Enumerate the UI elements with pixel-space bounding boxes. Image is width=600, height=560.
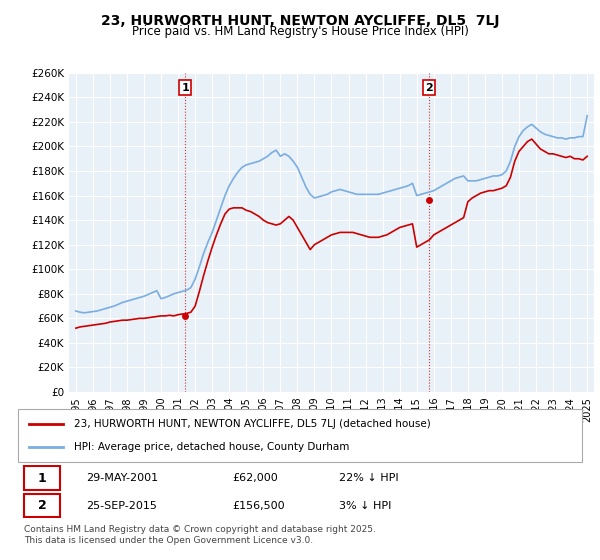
Text: HPI: Average price, detached house, County Durham: HPI: Average price, detached house, Coun…	[74, 442, 350, 452]
Text: 25-SEP-2015: 25-SEP-2015	[86, 501, 157, 511]
FancyBboxPatch shape	[23, 494, 60, 517]
FancyBboxPatch shape	[23, 466, 60, 490]
Text: 22% ↓ HPI: 22% ↓ HPI	[340, 473, 399, 483]
Text: Price paid vs. HM Land Registry's House Price Index (HPI): Price paid vs. HM Land Registry's House …	[131, 25, 469, 38]
Text: 3% ↓ HPI: 3% ↓ HPI	[340, 501, 392, 511]
Text: £156,500: £156,500	[232, 501, 285, 511]
Text: 2: 2	[38, 500, 47, 512]
Text: 23, HURWORTH HUNT, NEWTON AYCLIFFE, DL5 7LJ (detached house): 23, HURWORTH HUNT, NEWTON AYCLIFFE, DL5 …	[74, 419, 431, 429]
Text: £62,000: £62,000	[232, 473, 278, 483]
Text: 23, HURWORTH HUNT, NEWTON AYCLIFFE, DL5  7LJ: 23, HURWORTH HUNT, NEWTON AYCLIFFE, DL5 …	[101, 14, 499, 28]
Text: 2: 2	[425, 82, 433, 92]
Text: 1: 1	[181, 82, 189, 92]
Text: 1: 1	[38, 472, 47, 484]
Text: 29-MAY-2001: 29-MAY-2001	[86, 473, 158, 483]
Text: Contains HM Land Registry data © Crown copyright and database right 2025.
This d: Contains HM Land Registry data © Crown c…	[24, 525, 376, 545]
